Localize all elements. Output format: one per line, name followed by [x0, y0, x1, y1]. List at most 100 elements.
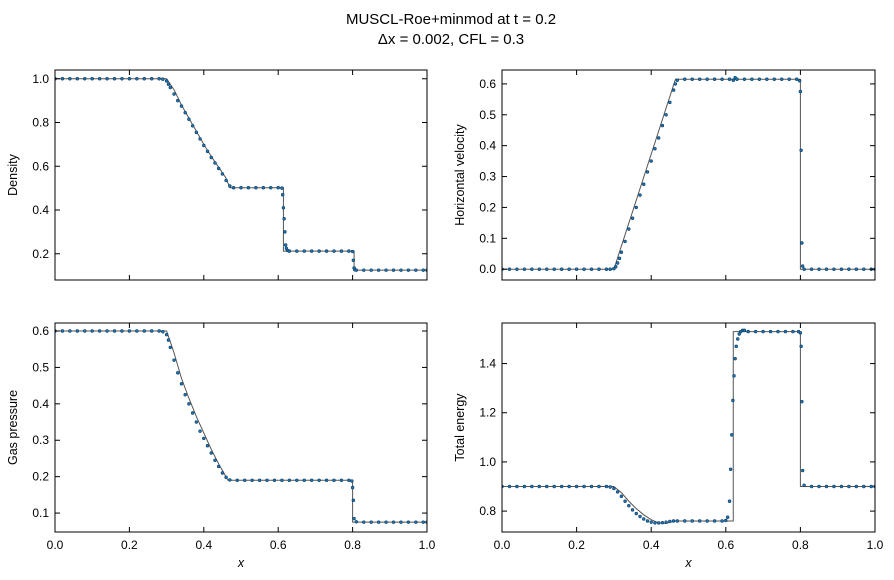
pressure-data-point [97, 329, 102, 333]
velocity-data-point [798, 89, 803, 94]
figure-title-line1: MUSCL-Roe+minmod at t = 0.2 [346, 11, 556, 28]
density-data-point [190, 124, 195, 128]
energy-data-point [733, 356, 737, 361]
velocity-data-point [683, 77, 687, 81]
energy-ytick-label: 1.0 [479, 455, 496, 469]
velocity-data-point [574, 267, 579, 271]
pressure-data-point [350, 479, 354, 483]
pressure-data-point [414, 520, 418, 524]
energy-data-point [582, 484, 586, 489]
velocity-ytick-label: 0.2 [479, 200, 496, 214]
energy-xtick-label: 0.2 [568, 538, 585, 552]
density-data-point [246, 185, 251, 190]
energy-data-point [615, 490, 620, 494]
pressure-data-point [250, 478, 254, 482]
pressure-data-point [216, 464, 221, 469]
density-data-point [157, 77, 161, 81]
pressure-data-point [183, 393, 187, 397]
density-data-point [231, 185, 236, 190]
pressure-data-point [68, 329, 72, 333]
pressure-data-point [142, 329, 146, 333]
velocity-data-point [537, 267, 541, 271]
velocity-data-point [522, 267, 527, 271]
energy-data-point [791, 329, 795, 334]
pressure-xtick-label: 0.0 [47, 538, 64, 552]
pressure-data-point [351, 498, 356, 503]
density-reference-line [55, 78, 427, 271]
velocity-data-point [645, 170, 650, 174]
density-data-point [283, 230, 287, 234]
pressure-data-point [127, 329, 132, 333]
energy-data-point [854, 484, 859, 489]
pressure-data-point [339, 478, 344, 482]
density-data-point [183, 110, 187, 115]
energy-data-point [608, 485, 612, 489]
velocity-data-point [817, 267, 821, 271]
pressure-data-point [272, 478, 277, 482]
velocity-data-point [619, 250, 624, 254]
velocity-data-point [638, 193, 642, 197]
density-data-point [269, 185, 273, 190]
density-data-point [194, 130, 199, 135]
density-data-point [168, 85, 173, 90]
pressure-data-point [205, 444, 210, 448]
density-data-point [60, 77, 65, 81]
density-ytick-label: 1.0 [32, 72, 49, 86]
velocity-data-point [630, 216, 635, 220]
energy-data-point [559, 484, 564, 489]
pressure-data-point [198, 429, 202, 433]
density-data-point [391, 268, 396, 272]
figure-title-line2: Δx = 0.002, CFL = 0.3 [378, 31, 524, 48]
velocity-data-point [799, 148, 803, 152]
velocity-data-point [668, 100, 672, 105]
energy-plot-area [502, 328, 875, 525]
density-data-point [280, 192, 285, 197]
energy-data-point [768, 329, 773, 334]
density-data-point [198, 137, 202, 141]
energy-data-point [664, 520, 668, 524]
density-data-point [142, 77, 146, 81]
pressure-ytick-label: 0.4 [32, 397, 49, 411]
density-axes-frame [54, 69, 428, 281]
pressure-data-point [187, 402, 191, 406]
density-plot-area [55, 77, 427, 272]
pressure-data-point [265, 478, 269, 482]
pressure-data-point [352, 516, 356, 521]
energy-data-point [725, 515, 730, 519]
density-data-point [187, 117, 191, 121]
velocity-data-point [608, 267, 612, 271]
pressure-data-point [309, 478, 314, 482]
density-data-point [280, 186, 284, 190]
velocity-data-point [780, 77, 784, 81]
velocity-ytick-label: 0.1 [479, 231, 496, 245]
density-data-point [347, 249, 351, 253]
density-data-point [354, 268, 359, 272]
velocity-data-point [797, 79, 802, 83]
density-data-point [161, 77, 165, 81]
energy-data-point [634, 511, 638, 516]
density-data-point [68, 77, 72, 81]
energy-ytick-label: 0.8 [479, 504, 496, 518]
velocity-ytick-label: 0.0 [479, 262, 496, 276]
pressure-data-point [166, 338, 171, 342]
pressure-data-point [209, 451, 213, 455]
pressure-ytick-label: 0.5 [32, 360, 49, 374]
density-data-point [150, 77, 154, 81]
velocity-data-point [727, 77, 732, 81]
pressure-ytick-label: 0.2 [32, 470, 49, 484]
density-data-point [287, 249, 292, 253]
velocity-data-point [750, 77, 754, 81]
energy-data-point [734, 344, 738, 349]
density-data-point [376, 268, 381, 272]
energy-data-point [727, 499, 732, 503]
velocity-data-point [507, 267, 512, 271]
energy-data-point [730, 433, 734, 437]
energy-data-point [776, 329, 780, 334]
velocity-data-point [854, 267, 859, 271]
velocity-data-point [735, 77, 739, 81]
velocity-data-point [614, 265, 618, 269]
velocity-data-point [673, 82, 678, 86]
pressure-data-point [190, 411, 195, 415]
pressure-data-point [235, 478, 239, 482]
energy-data-point [800, 468, 805, 473]
